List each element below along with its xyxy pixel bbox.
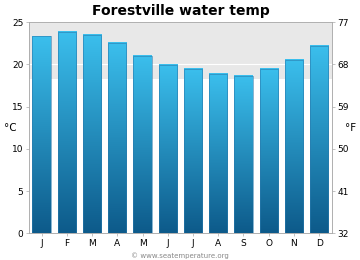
Bar	[108, 43, 126, 233]
Bar	[310, 46, 328, 233]
Title: Forestville water temp: Forestville water temp	[91, 4, 269, 18]
Bar	[159, 65, 177, 233]
Bar	[209, 74, 227, 233]
Bar	[260, 69, 278, 233]
Bar	[234, 76, 253, 233]
Bar	[184, 69, 202, 233]
Bar	[32, 36, 51, 233]
Bar	[285, 60, 303, 233]
Text: © www.seatemperature.org: © www.seatemperature.org	[131, 252, 229, 259]
Y-axis label: °C: °C	[4, 123, 17, 133]
Bar	[134, 56, 152, 233]
Bar	[29, 22, 332, 79]
Y-axis label: °F: °F	[345, 123, 356, 133]
Bar	[83, 35, 101, 233]
Bar	[58, 32, 76, 233]
